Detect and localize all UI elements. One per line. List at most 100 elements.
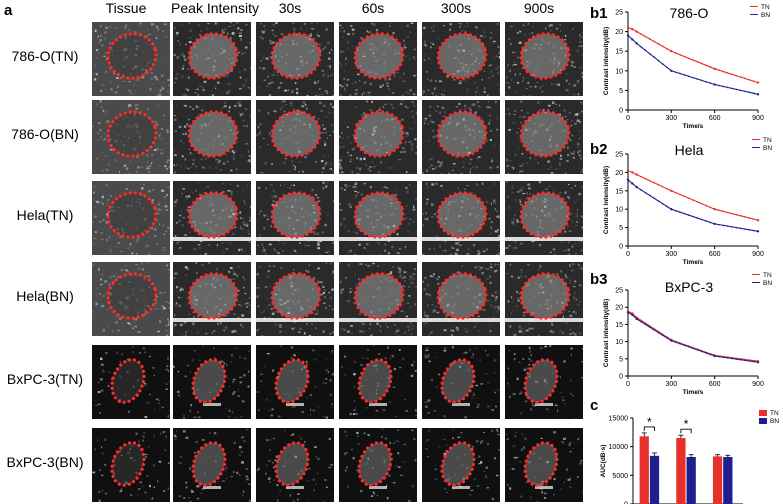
- sample-point: [700, 350, 703, 353]
- sample-point: [661, 202, 664, 205]
- ultrasound-frame: [256, 428, 334, 502]
- ultrasound-image: [173, 181, 251, 255]
- y-tick-label: 15: [615, 322, 623, 329]
- sample-point: [648, 38, 651, 40]
- sample-point: [735, 88, 738, 91]
- row-label: Hela(BN): [16, 288, 74, 304]
- sample-point: [627, 169, 629, 172]
- ultrasound-image: [505, 22, 583, 96]
- sample-point: [653, 40, 655, 43]
- sample-point: [735, 74, 738, 77]
- sample-point: [683, 344, 686, 347]
- column-header: 300s: [440, 0, 472, 16]
- ultrasound-frame: [173, 100, 251, 174]
- y-tick-label: 5: [619, 356, 623, 363]
- x-tick-label: 600: [709, 251, 721, 258]
- ultrasound-frame: [256, 22, 334, 96]
- y-tick-label: 10: [615, 339, 623, 346]
- column-header: 900s: [523, 0, 555, 16]
- sample-point: [627, 26, 629, 29]
- ultrasound-image: [173, 262, 251, 336]
- sample-point: [700, 62, 703, 65]
- ultrasound-frame: [256, 181, 334, 255]
- ultrasound-image: [339, 181, 417, 255]
- y-tick-label: 15000: [609, 416, 629, 423]
- ultrasound-image: [256, 22, 334, 96]
- ultrasound-image: [92, 22, 170, 96]
- sample-point: [700, 79, 703, 82]
- sample-point: [718, 209, 720, 212]
- sample-point: [713, 83, 716, 86]
- sample-point: [687, 197, 690, 199]
- sample-point: [748, 360, 751, 362]
- sample-point: [696, 201, 699, 203]
- chart-b2: b2 Hela 0 5 10 15 20 25 Contrast intensity(dB) TN…: [590, 137, 772, 266]
- y-tick-label: 0: [624, 502, 628, 504]
- ultrasound-image: [422, 345, 500, 419]
- sample-point: [700, 218, 703, 221]
- ultrasound-image: [339, 22, 417, 96]
- sample-point: [631, 171, 634, 174]
- sample-point: [674, 209, 677, 212]
- series-line-BN: [627, 311, 759, 363]
- row-label: BxPC-3(TN): [6, 371, 84, 387]
- y-tick-label: 5: [619, 225, 623, 232]
- sample-point: [739, 227, 742, 230]
- sample-point: [757, 81, 759, 84]
- sample-point: [683, 74, 686, 76]
- sample-point: [631, 312, 634, 315]
- sample-point: [644, 191, 647, 194]
- sample-point: [705, 204, 707, 207]
- ultrasound-image: [92, 100, 170, 174]
- sample-point: [657, 43, 660, 45]
- series-line-BN: [627, 35, 759, 95]
- y-axis-label: Contrast intensity(dB): [603, 27, 610, 95]
- axes: [627, 290, 758, 377]
- sample-point: [687, 345, 690, 348]
- y-tick-label: 25: [615, 288, 623, 295]
- series-line-BN: [627, 179, 759, 232]
- ultrasound-frame: [505, 100, 583, 174]
- sample-point: [700, 202, 703, 205]
- axes: [627, 12, 758, 111]
- sample-point: [653, 181, 655, 184]
- sample-point: [674, 52, 677, 54]
- row-label: 786-O(BN): [11, 126, 79, 142]
- sample-point: [648, 326, 651, 328]
- x-tick-label: 600: [709, 381, 721, 388]
- x-tick-label: 300: [665, 381, 677, 388]
- legend-label: TN: [763, 137, 772, 144]
- sample-point: [644, 177, 647, 180]
- sample-point: [670, 70, 673, 72]
- sample-point: [683, 55, 686, 58]
- sample-point: [640, 175, 642, 178]
- sample-point: [670, 208, 673, 210]
- sample-point: [739, 89, 742, 92]
- sample-point: [752, 218, 755, 220]
- sample-point: [744, 216, 746, 218]
- sample-point: [735, 358, 738, 360]
- y-tick-label: 5: [619, 88, 623, 95]
- sample-point: [705, 80, 707, 83]
- sample-point: [648, 179, 651, 182]
- sample-point: [635, 318, 638, 320]
- sample-point: [713, 68, 716, 70]
- sample-point: [666, 187, 668, 190]
- sample-point: [696, 349, 699, 351]
- ultrasound-frame: [92, 428, 170, 502]
- sample-point: [696, 78, 699, 80]
- chart-b1: b1 786-O 0 5 10 15 20 25 Contrast intensity(dB) T…: [590, 4, 770, 130]
- legend-label: BN: [763, 280, 772, 287]
- sample-point: [726, 211, 729, 214]
- sample-point: [679, 342, 681, 345]
- y-tick-label: 10: [615, 207, 623, 214]
- sample-point: [731, 212, 733, 215]
- ultrasound-frame: [505, 22, 583, 96]
- sample-point: [692, 215, 694, 218]
- ultrasound-frame: [92, 181, 170, 255]
- ultrasound-frame: [256, 100, 334, 174]
- sample-point: [744, 228, 746, 230]
- sample-point: [692, 347, 694, 350]
- x-tick-label: 0: [626, 115, 630, 122]
- ultrasound-frame: [505, 262, 583, 336]
